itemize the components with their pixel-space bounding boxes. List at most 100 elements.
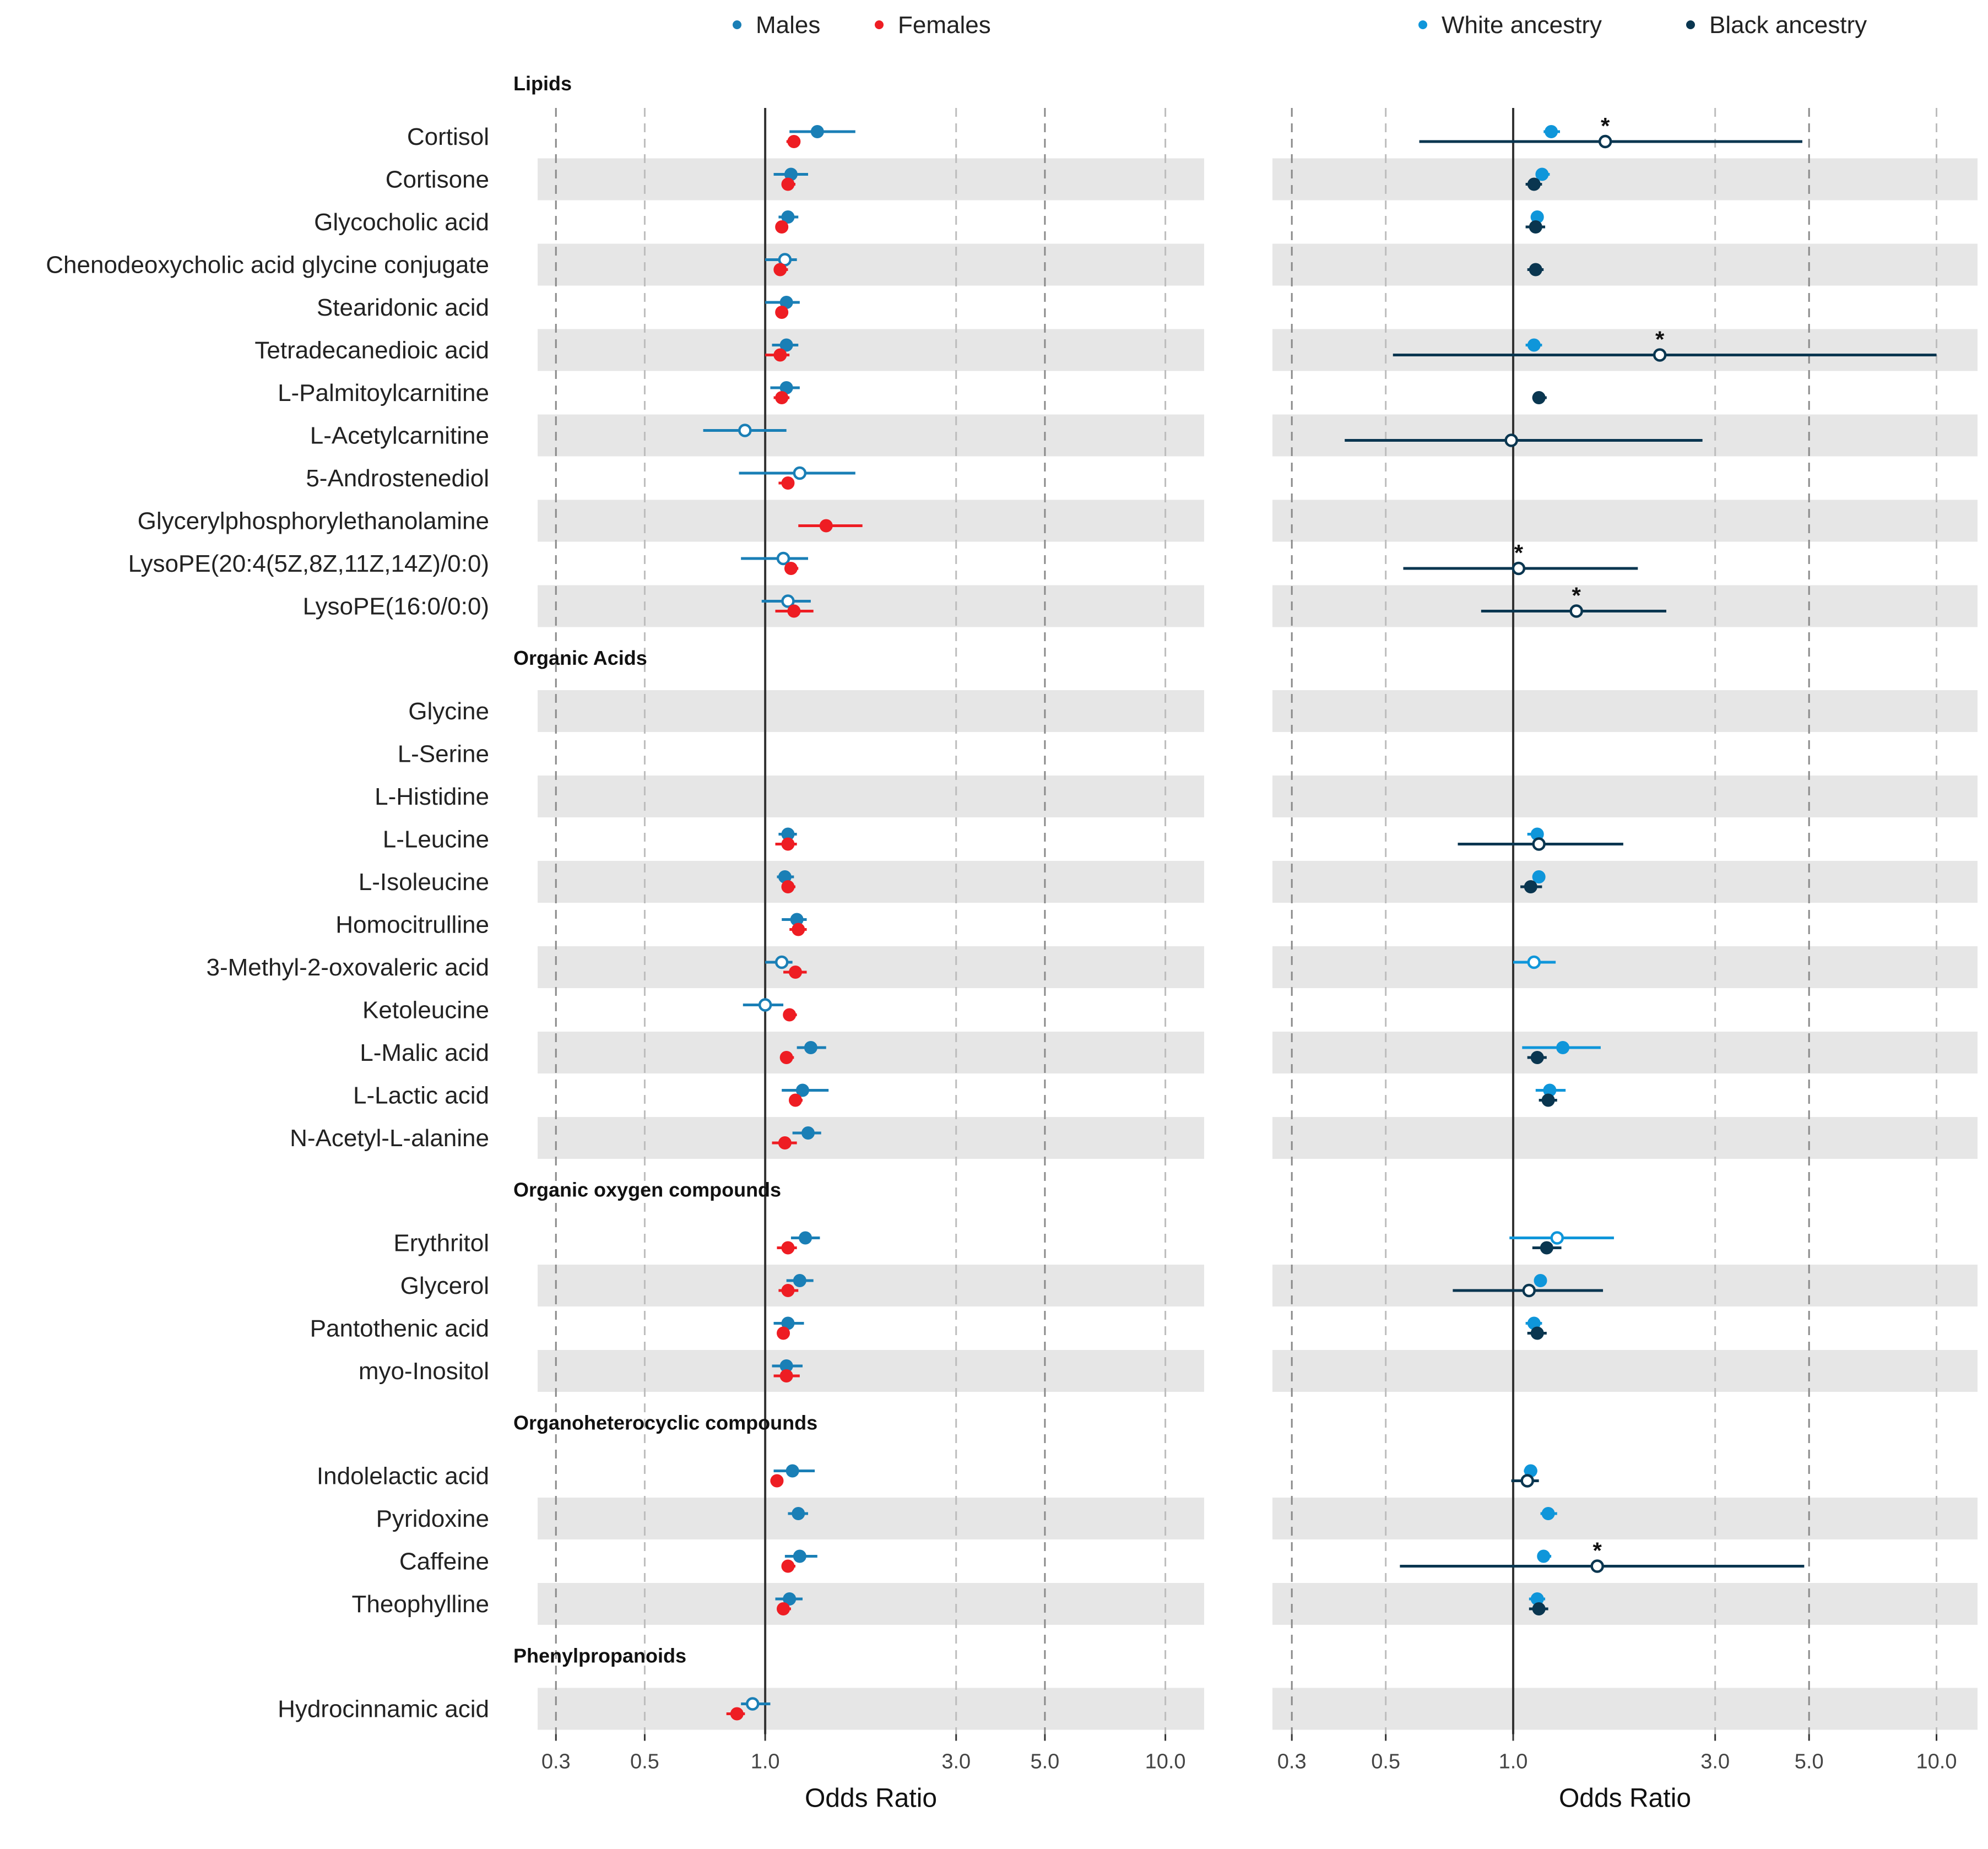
mark-black: * [1400, 1538, 1805, 1573]
mark-black [1345, 433, 1703, 447]
point-males [810, 125, 824, 138]
mark-females [775, 306, 789, 319]
axis-tick-label: 1.0 [751, 1750, 780, 1774]
row-band [1272, 690, 1978, 732]
mark-white [1530, 210, 1544, 224]
point-open-white [1550, 1231, 1564, 1245]
point-males [779, 338, 793, 352]
point-females [781, 1284, 795, 1297]
point-females [787, 135, 801, 148]
point-open-black [1569, 604, 1583, 618]
mark-black [1532, 391, 1547, 404]
point-females [770, 1474, 784, 1488]
point-females [773, 263, 787, 276]
group-header-organic-acids: Organic Acids [513, 647, 647, 669]
row-label-l-histidine: L-Histidine [375, 783, 489, 810]
mark-white [1535, 1083, 1566, 1097]
point-males [792, 1507, 805, 1520]
point-open-males [774, 955, 789, 969]
axis-tick-label: 5.0 [1795, 1750, 1824, 1774]
mark-black [1527, 1326, 1547, 1340]
row-label-l-isoleucine: L-Isoleucine [359, 869, 489, 896]
row-label-pantothenic-acid: Pantothenic acid [310, 1315, 489, 1342]
point-white [1532, 870, 1546, 883]
point-white [1535, 167, 1549, 181]
point-white [1527, 338, 1541, 352]
row-band [538, 1265, 1204, 1306]
legend-dot-white [1418, 20, 1427, 29]
row-band [538, 690, 1204, 732]
point-black [1529, 263, 1542, 276]
row-band [1272, 1688, 1978, 1730]
significance-star: * [1592, 1538, 1602, 1564]
legend-label-white: White ancestry [1442, 12, 1602, 39]
mark-white [1540, 1507, 1557, 1520]
group-header-lipids: Lipids [513, 72, 572, 95]
mark-black [1539, 1093, 1557, 1107]
mark-males [773, 1316, 804, 1330]
mark-females [772, 1136, 797, 1149]
row-band [1272, 1583, 1978, 1625]
mark-black [1511, 1474, 1539, 1488]
mark-black [1525, 177, 1542, 191]
mark-males [786, 1274, 814, 1287]
row-label-pyridoxine: Pyridoxine [376, 1505, 489, 1532]
row-band [1272, 243, 1978, 286]
mark-white [1532, 870, 1546, 883]
mark-white [1535, 167, 1550, 181]
row-label-glycerylphosphorylethanolamine: Glycerylphosphorylethanolamine [138, 508, 489, 535]
mark-males [765, 296, 800, 309]
point-open-black [1590, 1559, 1604, 1573]
point-females [775, 220, 789, 234]
mark-males [765, 253, 797, 267]
row-label-glycine: Glycine [408, 698, 489, 725]
point-open-males [758, 998, 772, 1012]
row-band [538, 946, 1204, 988]
mark-males [703, 424, 787, 437]
mark-males [782, 913, 807, 926]
point-white [1530, 1592, 1544, 1606]
row-band [538, 861, 1204, 903]
point-open-black [1512, 561, 1526, 576]
mark-females [726, 1707, 745, 1721]
row-band [1272, 158, 1978, 200]
point-females [781, 837, 795, 851]
mark-females [784, 562, 799, 575]
mark-black: * [1393, 327, 1937, 362]
row-label-lysope-16-0-0-0: LysoPE(16:0/0:0) [303, 593, 489, 620]
row-band [1272, 776, 1978, 817]
mark-white [1525, 338, 1542, 352]
legend-label-females: Females [898, 12, 991, 39]
mark-females [779, 1051, 794, 1064]
point-white [1556, 1041, 1570, 1054]
mark-females [773, 1369, 800, 1382]
point-males [801, 1126, 815, 1140]
axis-tick-label: 1.0 [1499, 1750, 1528, 1774]
row-band [1272, 946, 1978, 988]
mark-white [1525, 1316, 1542, 1330]
row-label-l-leucine: L-Leucine [383, 826, 489, 853]
mark-females [778, 1284, 799, 1297]
group-header-phenylpropanoids: Phenylpropanoids [513, 1645, 686, 1667]
point-females [779, 1369, 793, 1382]
point-females [781, 476, 795, 490]
mark-females [777, 1602, 791, 1615]
point-open-black [1532, 837, 1546, 851]
axis-tick-label: 0.3 [1277, 1750, 1307, 1774]
row-label-cortisone: Cortisone [386, 166, 489, 193]
legend-sex: Males Females [733, 12, 991, 39]
row-band [538, 1583, 1204, 1625]
significance-star: * [1572, 583, 1581, 609]
row-label-caffeine: Caffeine [399, 1548, 489, 1575]
point-black [1532, 391, 1546, 404]
point-males [781, 210, 795, 224]
mark-males [773, 1464, 815, 1478]
row-label-l-palmitoylcarnitine: L-Palmitoylcarnitine [278, 379, 489, 406]
mark-males [782, 1083, 829, 1097]
mark-males [773, 167, 808, 181]
point-males [784, 167, 798, 181]
row-label-erythritol: Erythritol [393, 1230, 489, 1257]
point-males [781, 827, 795, 841]
row-bands [538, 158, 1978, 1730]
mark-black [1458, 837, 1623, 851]
